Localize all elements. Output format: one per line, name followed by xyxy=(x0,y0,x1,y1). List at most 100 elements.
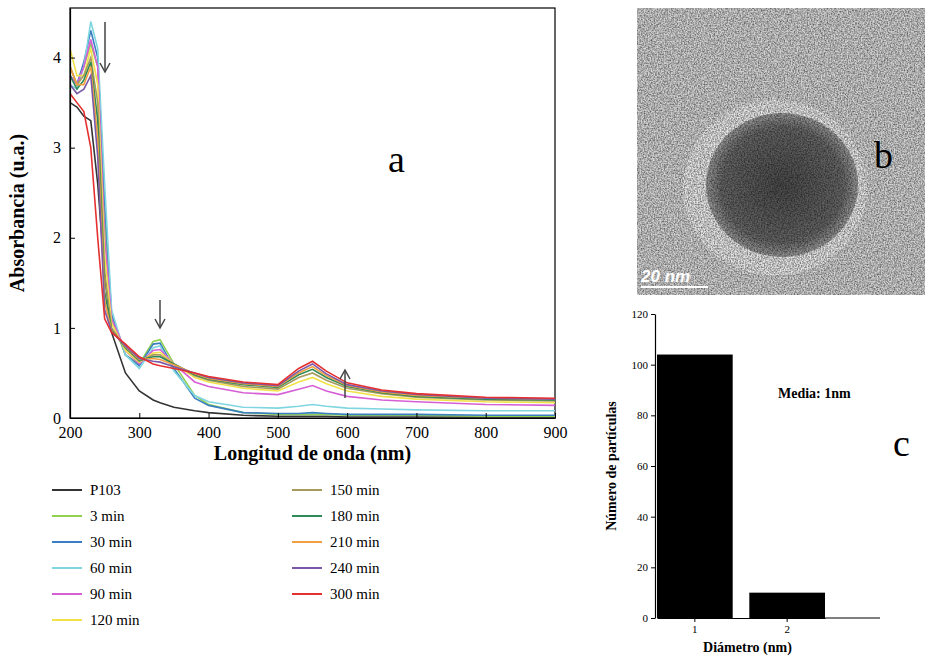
legend-item: 120 min xyxy=(52,612,140,628)
legend-label: 180 min xyxy=(330,508,380,524)
tick: 2 xyxy=(784,618,790,635)
arrow-head xyxy=(340,370,350,379)
tick-mark xyxy=(70,328,75,329)
tick-label: 80 xyxy=(637,409,649,421)
tick-label: 2 xyxy=(53,229,61,246)
tick: 600 xyxy=(336,413,360,441)
axis-line xyxy=(71,418,556,419)
tick: 60 xyxy=(637,460,655,472)
legend-label: 60 min xyxy=(90,560,133,576)
tick-label: 500 xyxy=(266,424,290,441)
series-line xyxy=(70,44,555,416)
legend-swatch xyxy=(292,489,322,491)
arrows xyxy=(100,22,350,398)
legend-item: 3 min xyxy=(52,508,125,524)
arrow-shaft xyxy=(104,22,106,72)
tick: 700 xyxy=(405,413,429,441)
panel-label: a xyxy=(388,138,405,180)
tick: 400 xyxy=(197,413,221,441)
tick-mark xyxy=(651,517,655,518)
legend-item: 90 min xyxy=(52,586,133,602)
tick: 1 xyxy=(53,320,75,337)
series-line xyxy=(70,40,555,406)
image-background xyxy=(637,8,925,295)
tick: 0 xyxy=(643,612,656,624)
tick-label: 4 xyxy=(53,49,61,66)
axis: 0 1 2 3 4 xyxy=(53,9,75,427)
tick-mark xyxy=(347,413,348,418)
tick: 4 xyxy=(53,49,75,66)
tick-mark xyxy=(651,618,655,619)
tick-label: 300 xyxy=(128,424,152,441)
tick: 500 xyxy=(266,413,290,441)
x-axis-title: Longitud de onda (nm) xyxy=(214,442,411,465)
tick-mark xyxy=(486,413,487,418)
legend-item: 210 min xyxy=(292,534,380,550)
series-line xyxy=(70,76,555,399)
legend-item: 30 min xyxy=(52,534,133,550)
scale-bar-label: 20 nm xyxy=(640,267,690,286)
legend-swatch xyxy=(52,541,82,543)
tick-label: 1 xyxy=(692,623,698,635)
tick-label: 600 xyxy=(336,424,360,441)
tick-mark xyxy=(651,466,655,467)
legend-label: 90 min xyxy=(90,586,133,602)
tick: 0 xyxy=(53,410,75,427)
tick: 900 xyxy=(544,413,568,441)
legend-swatch xyxy=(52,593,82,595)
plot-area xyxy=(70,22,555,418)
legend-swatch xyxy=(52,489,82,491)
tick: 800 xyxy=(474,413,498,441)
tick: 20 xyxy=(637,561,655,573)
tick-mark xyxy=(651,365,655,366)
tick: 40 xyxy=(637,511,655,523)
legend-swatch xyxy=(52,567,82,569)
legend-label: 3 min xyxy=(90,508,125,524)
legend-swatch xyxy=(292,541,322,543)
plot-frame xyxy=(70,8,555,418)
tick-label: 0 xyxy=(53,410,61,427)
legend-label: 120 min xyxy=(90,612,140,628)
tick: 120 xyxy=(632,308,656,320)
tick-mark xyxy=(139,413,140,418)
tick-mark xyxy=(651,415,655,416)
tick-label: 60 xyxy=(637,460,649,472)
legend-label: 240 min xyxy=(330,560,380,576)
series-line xyxy=(70,62,555,400)
arrow-shaft xyxy=(344,370,346,398)
series-line xyxy=(70,49,555,403)
tem-image xyxy=(637,8,925,295)
arrow-shaft xyxy=(159,300,161,328)
legend-swatch xyxy=(292,567,322,569)
image-grain xyxy=(637,8,925,295)
series-line xyxy=(70,58,555,401)
tick-label: 20 xyxy=(637,561,649,573)
legend-label: P103 xyxy=(90,482,121,498)
series-line xyxy=(70,22,555,411)
tick: 1 xyxy=(692,618,698,635)
legend-item: 180 min xyxy=(292,508,380,524)
arrow-head xyxy=(155,319,165,328)
tick: 300 xyxy=(128,413,152,441)
legend: P1033 min30 min60 min90 min120 min150 mi… xyxy=(52,482,380,628)
tick-mark xyxy=(787,618,788,622)
tick-mark xyxy=(555,413,556,418)
legend-swatch xyxy=(292,593,322,595)
tick-mark xyxy=(651,567,655,568)
arrow-head xyxy=(100,63,110,72)
axis-line xyxy=(70,9,71,419)
tick-label: 0 xyxy=(643,612,649,624)
axis-line xyxy=(655,315,656,619)
panel-label: b xyxy=(874,134,893,176)
tick-mark xyxy=(70,238,75,239)
legend-item: 60 min xyxy=(52,560,133,576)
tick-label: 800 xyxy=(474,424,498,441)
legend-swatch xyxy=(292,515,322,517)
panel-label: c xyxy=(893,422,910,464)
axis: 020406080100120 xyxy=(632,308,656,624)
tick: 3 xyxy=(53,139,75,156)
x-axis-title: Diámetro (nm) xyxy=(703,640,792,656)
tick-label: 120 xyxy=(632,308,649,320)
series-line xyxy=(70,67,555,400)
figure: 20030040050060070080090001234Longitud de… xyxy=(0,0,926,660)
